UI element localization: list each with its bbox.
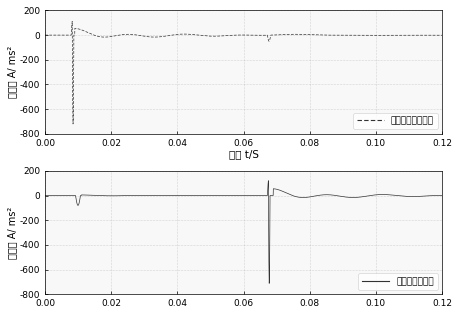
Y-axis label: 加速度 A/ ms²: 加速度 A/ ms² [7,46,17,98]
X-axis label: 时间 t/S: 时间 t/S [229,149,258,159]
Legend: 前轴笱振动加速度: 前轴笱振动加速度 [353,113,437,129]
Y-axis label: 加速度 A/ ms²: 加速度 A/ ms² [7,206,17,259]
Legend: 后轴笱振动加速: 后轴笱振动加速 [358,273,437,290]
